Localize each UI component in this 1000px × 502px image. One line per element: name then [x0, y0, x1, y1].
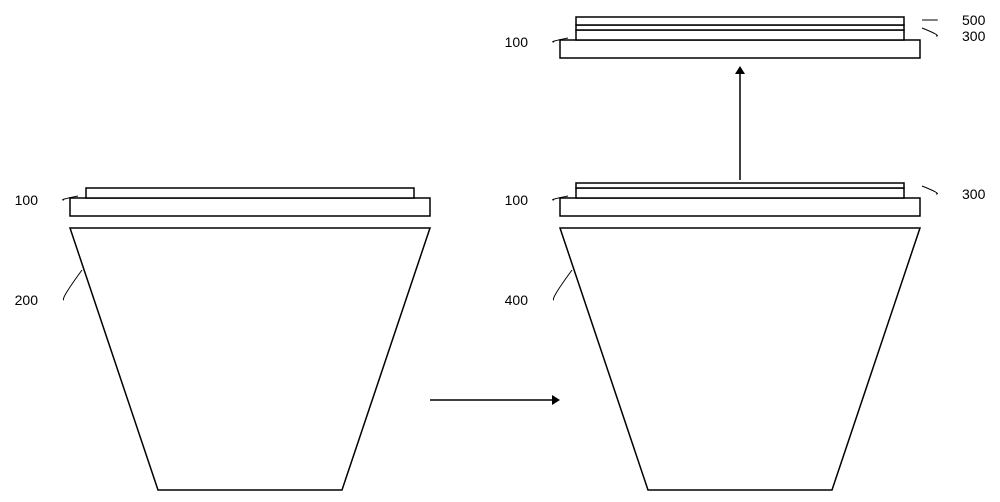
left-substrate-top — [86, 188, 414, 198]
leader-l100a: 100 — [15, 192, 78, 208]
left-substrate-body — [70, 198, 430, 216]
arrow-horizontal-head — [552, 395, 560, 405]
arrow-vertical-head — [735, 66, 745, 74]
top-substrate-body — [560, 40, 920, 58]
label-l300c: 300 — [962, 28, 986, 44]
top-film-500 — [576, 17, 904, 25]
right-substrate-body — [560, 198, 920, 216]
leader-l200: 200 — [15, 270, 82, 308]
left-crucible — [70, 228, 430, 490]
top-substrate-top — [576, 30, 904, 40]
leader-l500: 500 — [922, 12, 986, 28]
leader-l400: 400 — [505, 270, 572, 308]
label-l500: 500 — [962, 12, 986, 28]
label-l400: 400 — [505, 292, 529, 308]
label-l100b: 100 — [505, 192, 529, 208]
right-crucible — [560, 228, 920, 490]
leader-l300b: 300 — [922, 186, 986, 202]
label-l100a: 100 — [15, 192, 39, 208]
right-substrate-top — [576, 188, 904, 198]
leader-l300c: 300 — [922, 28, 986, 44]
leader-l100b: 100 — [505, 192, 568, 208]
label-l300b: 300 — [962, 186, 986, 202]
right-film-300 — [576, 183, 904, 188]
leader-l100c: 100 — [505, 34, 568, 50]
label-l100c: 100 — [505, 34, 529, 50]
label-l200: 200 — [15, 292, 39, 308]
